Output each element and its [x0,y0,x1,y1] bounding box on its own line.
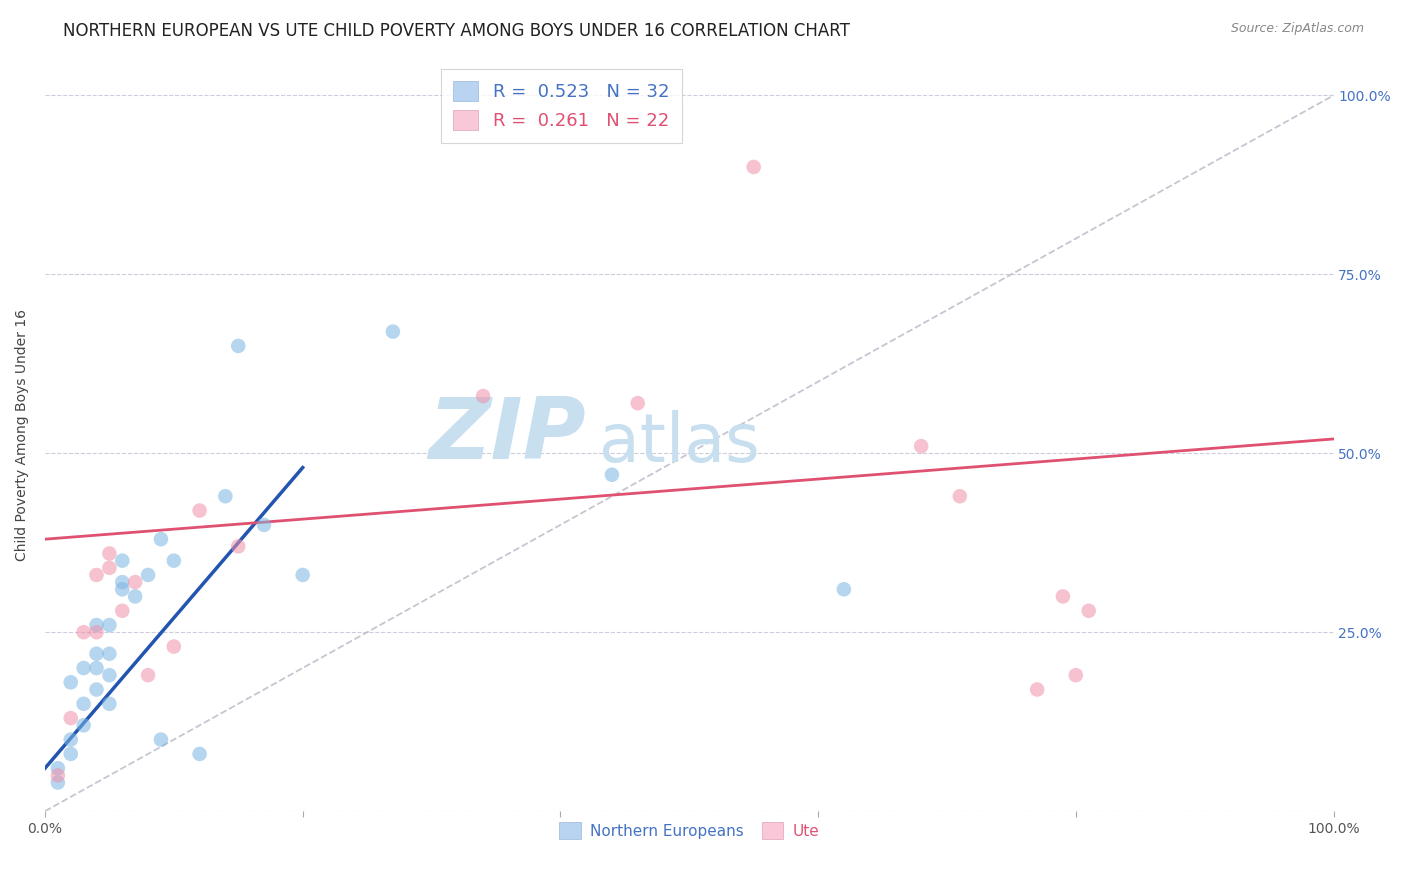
Point [86,618,108,632]
Text: ZIP: ZIP [429,394,586,477]
Point [98,697,121,711]
Point [136,568,159,582]
Point [832,582,855,597]
Point [72,697,94,711]
Point [98,561,121,575]
Point [381,325,404,339]
Point [46,768,69,782]
Point [149,732,172,747]
Point [1052,590,1074,604]
Point [59,747,82,761]
Text: Source: ZipAtlas.com: Source: ZipAtlas.com [1230,22,1364,36]
Point [163,554,186,568]
Point [111,575,134,590]
Legend: Northern Europeans, Ute: Northern Europeans, Ute [553,816,825,845]
Point [98,647,121,661]
Point [59,711,82,725]
Point [86,661,108,675]
Point [910,439,932,453]
Point [111,604,134,618]
Point [98,668,121,682]
Point [46,761,69,775]
Point [149,532,172,546]
Point [111,554,134,568]
Point [226,339,249,353]
Point [72,661,94,675]
Point [136,668,159,682]
Point [59,675,82,690]
Point [214,489,236,503]
Point [98,547,121,561]
Point [949,489,972,503]
Point [86,625,108,640]
Point [291,568,314,582]
Point [742,160,765,174]
Point [86,647,108,661]
Point [46,775,69,789]
Text: NORTHERN EUROPEAN VS UTE CHILD POVERTY AMONG BOYS UNDER 16 CORRELATION CHART: NORTHERN EUROPEAN VS UTE CHILD POVERTY A… [63,22,851,40]
Text: atlas: atlas [599,410,759,476]
Point [600,467,623,482]
Point [98,618,121,632]
Point [188,747,211,761]
Point [1026,682,1049,697]
Point [72,625,94,640]
Point [472,389,495,403]
Point [124,575,146,590]
Point [124,590,146,604]
Point [111,582,134,597]
Point [163,640,186,654]
Point [86,568,108,582]
Point [72,718,94,732]
Point [1077,604,1099,618]
Point [627,396,650,410]
Y-axis label: Child Poverty Among Boys Under 16: Child Poverty Among Boys Under 16 [15,310,30,561]
Point [253,517,276,532]
Point [1064,668,1087,682]
Point [188,503,211,517]
Point [226,539,249,553]
Point [86,682,108,697]
Point [59,732,82,747]
